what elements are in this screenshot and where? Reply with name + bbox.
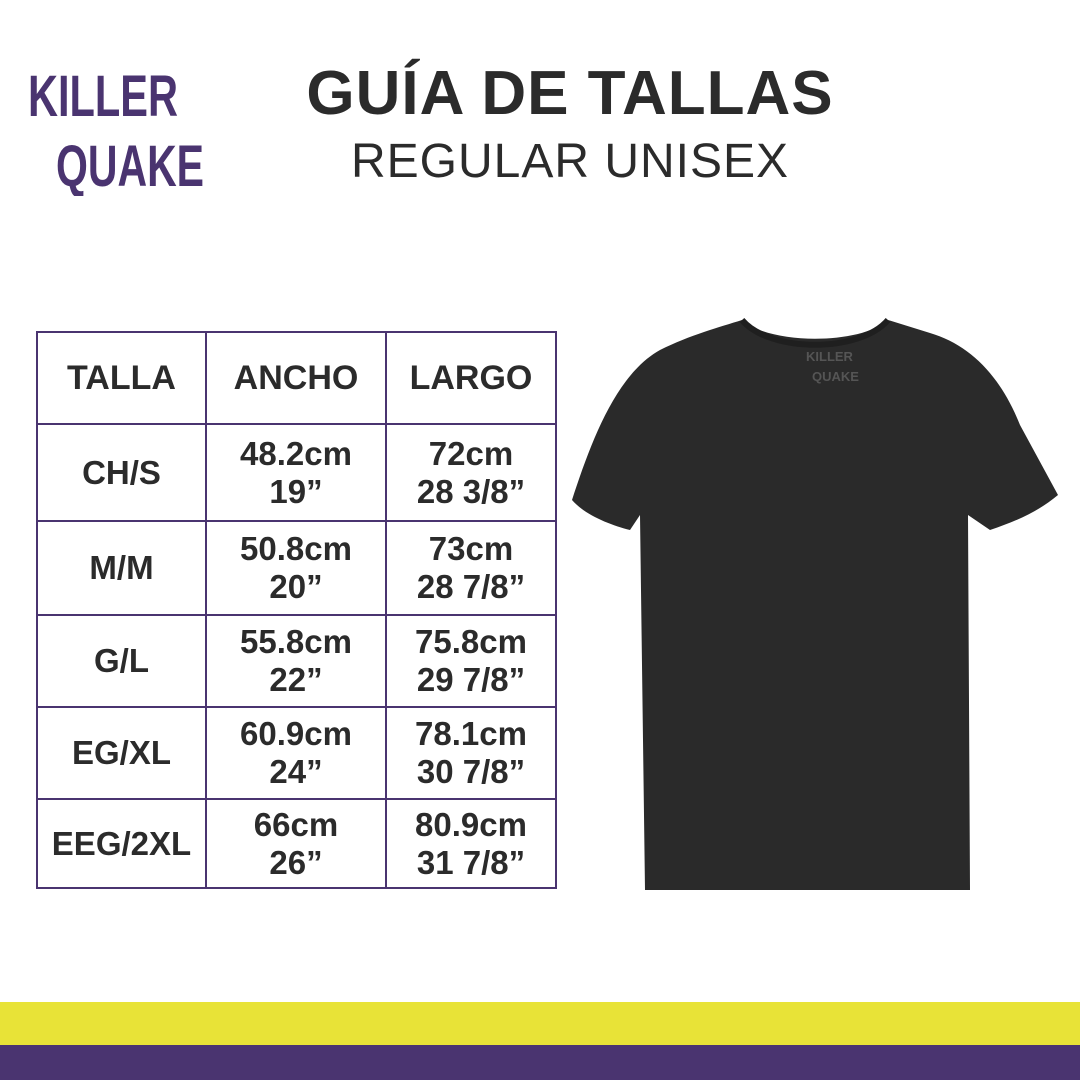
size-table: TALLA ANCHO LARGO CH/S 48.2cm 19” 72cm 28 … [36, 331, 557, 889]
page-subtitle: REGULAR UNISEX [350, 135, 790, 188]
table-row: M/M 50.8cm 20” 73cm 28 7/8” [36, 520, 557, 616]
header-largo: LARGO [385, 331, 557, 425]
ancho-cell: 48.2cm 19” [205, 423, 387, 522]
table-row: CH/S 48.2cm 19” 72cm 28 3/8” [36, 423, 557, 522]
size-cell: CH/S [36, 423, 207, 522]
largo-cell: 75.8cm 29 7/8” [385, 614, 557, 708]
largo-cell: 73cm 28 7/8” [385, 520, 557, 616]
ancho-cell: 66cm 26” [205, 798, 387, 889]
size-cell: G/L [36, 614, 207, 708]
page-title: GUÍA DE TALLAS [306, 59, 834, 128]
largo-cell: 72cm 28 3/8” [385, 423, 557, 522]
tshirt-collar [739, 317, 891, 348]
size-cell: M/M [36, 520, 207, 616]
svg-text:QUAKE: QUAKE [812, 369, 859, 384]
svg-text:KILLER: KILLER [806, 349, 854, 364]
purple-stripe [0, 1045, 1080, 1080]
tshirt-logo: KILLER QUAKE [806, 349, 859, 384]
table-row: EG/XL 60.9cm 24” 78.1cm 30 7/8” [36, 706, 557, 800]
largo-cell: 78.1cm 30 7/8” [385, 706, 557, 800]
largo-cell: 80.9cm 31 7/8” [385, 798, 557, 889]
logo-line-1: KILLER [28, 66, 178, 129]
ancho-cell: 60.9cm 24” [205, 706, 387, 800]
size-cell: EEG/2XL [36, 798, 207, 889]
header-ancho: ANCHO [205, 331, 387, 425]
ancho-cell: 50.8cm 20” [205, 520, 387, 616]
header-talla: TALLA [36, 331, 207, 425]
table-header-row: TALLA ANCHO LARGO [36, 331, 557, 425]
tshirt-image: KILLER QUAKE [572, 317, 1058, 890]
killer-quake-logo: KILLER QUAKE [28, 66, 204, 196]
table-row: EEG/2XL 66cm 26” 80.9cm 31 7/8” [36, 798, 557, 889]
logo-line-2: QUAKE [56, 134, 204, 196]
tshirt-body [572, 320, 1058, 890]
size-cell: EG/XL [36, 706, 207, 800]
yellow-stripe [0, 1002, 1080, 1045]
ancho-cell: 55.8cm 22” [205, 614, 387, 708]
table-row: G/L 55.8cm 22” 75.8cm 29 7/8” [36, 614, 557, 708]
